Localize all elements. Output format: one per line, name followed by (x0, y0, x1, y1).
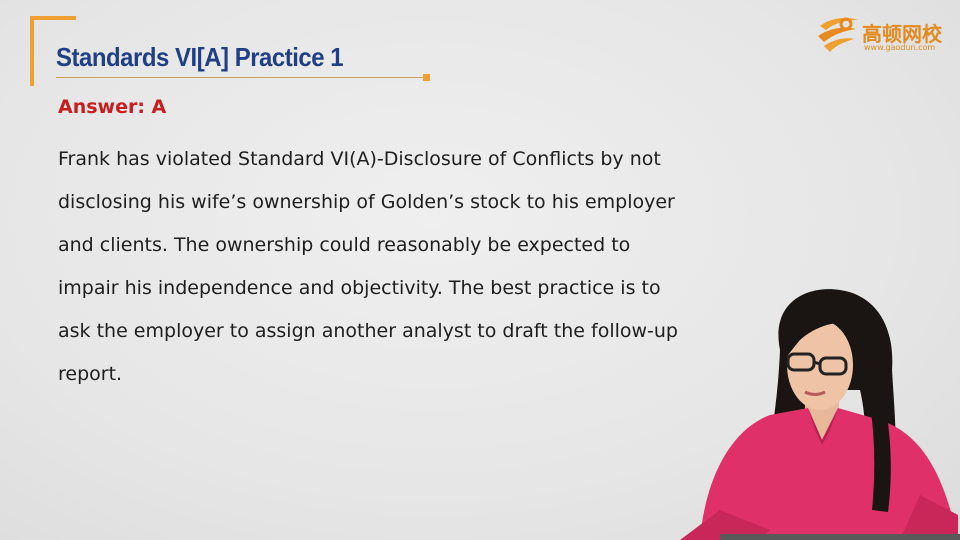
explanation-line: Frank has violated Standard VI(A)-Disclo… (58, 148, 661, 170)
explanation-line: and clients. The ownership could reasona… (58, 234, 631, 256)
explanation-line: report. (58, 363, 123, 385)
title-underline-dot (423, 74, 430, 81)
presenter-figure (680, 289, 960, 540)
title-underline (56, 77, 426, 78)
explanation-line: impair his independence and objectivity.… (58, 277, 661, 299)
explanation-line: disclosing his wife’s ownership of Golde… (58, 191, 675, 213)
slide-title: Standards VI[A] Practice 1 (56, 42, 344, 72)
logo-url: www.gaodun.com (864, 43, 936, 52)
gaodun-logo-icon (818, 17, 858, 52)
explanation-text: Frank has violated Standard VI(A)-Disclo… (58, 138, 708, 396)
logo-chinese-name: 高顿网校 (862, 22, 942, 46)
answer-label: Answer: A (58, 96, 167, 118)
title-bracket-left (30, 16, 34, 86)
title-bracket-top (30, 16, 76, 20)
gaodun-logo: 高顿网校 www.gaodun.com (816, 12, 946, 56)
explanation-line: ask the employer to assign another analy… (58, 320, 678, 342)
